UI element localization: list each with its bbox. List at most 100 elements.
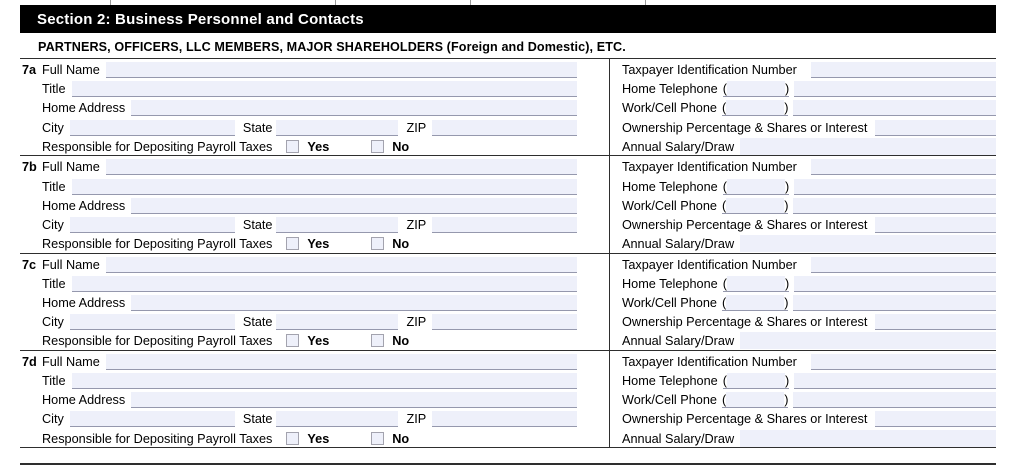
annual-salary-label: Annual Salary/Draw bbox=[622, 334, 735, 349]
home-phone-area-field[interactable] bbox=[726, 373, 785, 389]
work-phone-area-field[interactable] bbox=[726, 100, 785, 116]
home-phone-area-group: () bbox=[722, 275, 790, 292]
state-field[interactable] bbox=[276, 411, 399, 428]
zip-field[interactable] bbox=[432, 314, 577, 331]
tin-field[interactable] bbox=[810, 62, 996, 79]
ownership-field[interactable] bbox=[875, 119, 996, 136]
work-phone-number-field[interactable] bbox=[793, 100, 996, 117]
tin-field[interactable] bbox=[810, 159, 996, 176]
work-phone-label: Work/Cell Phone bbox=[622, 296, 717, 311]
row-7c-left-cell: 7c Full Name Title Home Address City Sta… bbox=[20, 253, 610, 350]
work-phone-number-field[interactable] bbox=[793, 197, 996, 214]
annual-salary-field[interactable] bbox=[740, 235, 996, 252]
ownership-field[interactable] bbox=[875, 216, 996, 233]
annual-salary-label: Annual Salary/Draw bbox=[622, 431, 735, 446]
city-field[interactable] bbox=[69, 314, 235, 331]
home-address-field[interactable] bbox=[131, 100, 577, 117]
title-field[interactable] bbox=[71, 178, 577, 195]
payroll-yes-checkbox[interactable] bbox=[286, 237, 300, 250]
zip-field[interactable] bbox=[432, 119, 577, 136]
title-field[interactable] bbox=[71, 373, 577, 390]
work-phone-label: Work/Cell Phone bbox=[622, 101, 717, 116]
row-id: 7c bbox=[22, 257, 37, 272]
payroll-no-checkbox[interactable] bbox=[371, 237, 385, 250]
title-line: Title bbox=[22, 175, 609, 195]
row-id: 7a bbox=[22, 63, 37, 78]
title-label: Title bbox=[42, 276, 66, 291]
annual-salary-field[interactable] bbox=[740, 429, 996, 447]
tin-field[interactable] bbox=[810, 256, 996, 273]
ownership-field[interactable] bbox=[875, 314, 996, 331]
tin-line: Taxpayer Identification Number bbox=[622, 156, 996, 176]
open-paren: ( bbox=[721, 296, 727, 311]
home-phone-area-field[interactable] bbox=[726, 275, 785, 291]
payroll-yes-checkbox[interactable] bbox=[286, 431, 300, 445]
ownership-field[interactable] bbox=[875, 411, 996, 428]
city-field[interactable] bbox=[69, 411, 235, 428]
row-7c-right-cell: Taxpayer Identification Number Home Tele… bbox=[610, 254, 996, 350]
state-field[interactable] bbox=[276, 216, 399, 233]
close-paren: ) bbox=[784, 179, 790, 194]
work-phone-label: Work/Cell Phone bbox=[622, 393, 717, 408]
state-field[interactable] bbox=[276, 314, 399, 331]
close-paren: ) bbox=[784, 198, 789, 213]
home-phone-number-field[interactable] bbox=[794, 178, 996, 195]
home-phone-area-field[interactable] bbox=[726, 81, 785, 97]
full-name-field[interactable] bbox=[105, 159, 577, 176]
payroll-question-label: Responsible for Depositing Payroll Taxes bbox=[42, 334, 273, 349]
work-phone-area-field[interactable] bbox=[726, 295, 785, 311]
zip-field[interactable] bbox=[432, 411, 577, 428]
full-name-field[interactable] bbox=[105, 62, 577, 79]
title-field[interactable] bbox=[71, 275, 577, 292]
full-name-field[interactable] bbox=[105, 256, 577, 273]
payroll-no-checkbox[interactable] bbox=[371, 334, 385, 348]
tin-field[interactable] bbox=[810, 354, 996, 371]
city-label: City bbox=[42, 412, 64, 427]
zip-field[interactable] bbox=[432, 216, 577, 233]
ownership-line: Ownership Percentage & Shares or Interes… bbox=[622, 116, 996, 136]
annual-salary-field[interactable] bbox=[740, 137, 996, 155]
home-phone-number-field[interactable] bbox=[794, 81, 996, 98]
home-address-field[interactable] bbox=[131, 392, 577, 409]
work-phone-area-field[interactable] bbox=[726, 197, 785, 213]
open-paren: ( bbox=[722, 82, 727, 97]
tin-label: Taxpayer Identification Number bbox=[622, 63, 797, 78]
annual-salary-field[interactable] bbox=[740, 332, 996, 350]
tin-line: Taxpayer Identification Number bbox=[622, 59, 996, 79]
ownership-label: Ownership Percentage & Shares or Interes… bbox=[622, 120, 868, 135]
work-phone-number-field[interactable] bbox=[793, 295, 996, 312]
title-field[interactable] bbox=[71, 81, 577, 98]
payroll-yes-checkbox[interactable] bbox=[286, 334, 300, 348]
payroll-no-checkbox[interactable] bbox=[371, 431, 385, 445]
payroll-no-checkbox[interactable] bbox=[371, 139, 385, 153]
home-phone-number-field[interactable] bbox=[794, 275, 996, 292]
state-field[interactable] bbox=[276, 119, 399, 136]
home-address-line: Home Address bbox=[22, 195, 609, 214]
home-phone-number-field[interactable] bbox=[794, 373, 996, 390]
full-name-field[interactable] bbox=[105, 354, 577, 371]
table-edge-tick bbox=[470, 0, 471, 5]
annual-salary-label: Annual Salary/Draw bbox=[622, 237, 735, 251]
annual-salary-line: Annual Salary/Draw bbox=[622, 427, 996, 447]
home-phone-line: Home Telephone () bbox=[622, 175, 996, 195]
row-id: 7d bbox=[22, 355, 37, 370]
open-paren: ( bbox=[722, 374, 727, 389]
work-phone-number-field[interactable] bbox=[793, 392, 996, 409]
home-address-field[interactable] bbox=[131, 197, 577, 214]
home-phone-area-field[interactable] bbox=[726, 178, 785, 194]
ownership-line: Ownership Percentage & Shares or Interes… bbox=[622, 311, 996, 331]
city-label: City bbox=[42, 315, 64, 330]
city-field[interactable] bbox=[69, 216, 235, 233]
work-phone-area-group: () bbox=[721, 392, 789, 409]
work-phone-area-field[interactable] bbox=[726, 392, 785, 408]
zip-label: ZIP bbox=[406, 120, 427, 135]
home-address-label: Home Address bbox=[42, 393, 126, 408]
city-field[interactable] bbox=[69, 119, 235, 136]
payroll-yes-checkbox[interactable] bbox=[286, 139, 300, 153]
home-address-field[interactable] bbox=[131, 295, 577, 312]
table-edge-tick bbox=[645, 0, 646, 5]
row-7b-right-cell: Taxpayer Identification Number Home Tele… bbox=[610, 156, 996, 252]
state-label: State bbox=[242, 120, 273, 135]
title-line: Title bbox=[22, 273, 609, 292]
work-phone-line: Work/Cell Phone () bbox=[622, 389, 996, 409]
